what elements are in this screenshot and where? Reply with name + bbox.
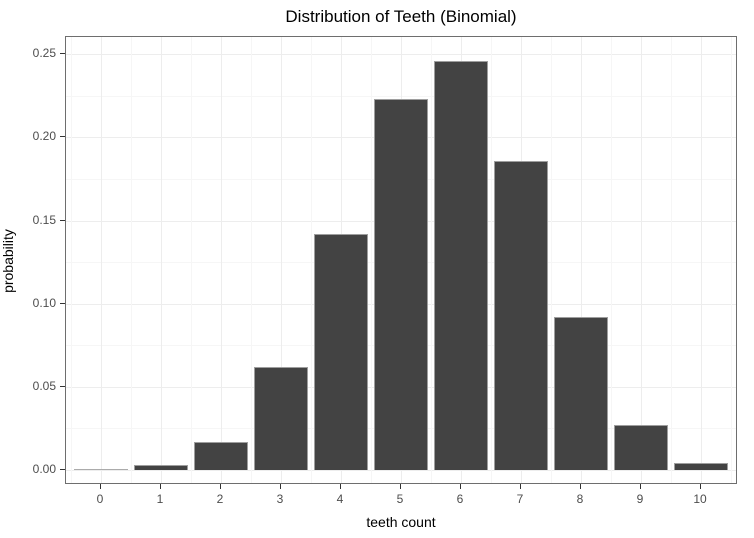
x-tick-label: 2 [216,492,224,506]
x-tick-mark [580,484,581,489]
gridline-minor-v [731,37,732,483]
bar [74,469,128,470]
bar [494,160,548,470]
y-tick-label: 0.25 [32,46,56,61]
bar [554,317,608,470]
y-tick-label: 0.15 [32,212,56,227]
bar [134,465,188,470]
gridline-minor-v [71,37,72,483]
gridline-minor-v [251,37,252,483]
gridline-major-v [641,37,642,483]
x-tick-mark [160,484,161,489]
y-tick-mark [60,53,65,55]
gridline-major-v [281,37,282,483]
gridline-minor-v [311,37,312,483]
x-tick-label: 0 [96,492,104,506]
gridline-minor-v [131,37,132,483]
x-tick-mark [280,484,281,489]
x-tick-label: 6 [456,492,464,506]
x-axis-title: teeth count [366,514,436,530]
x-tick-label: 1 [156,492,164,506]
x-tick-label: 7 [516,492,524,506]
x-tick-mark [400,484,401,489]
bar [674,463,728,470]
x-tick-label: 8 [576,492,584,506]
y-tick-mark [60,136,65,138]
bar [374,99,428,470]
gridline-minor-v [491,37,492,483]
gridline-minor-v [431,37,432,483]
y-tick-label: 0.05 [32,378,56,393]
y-axis-title: probability [0,229,16,293]
gridline-minor-v [611,37,612,483]
x-tick-label: 5 [396,492,404,506]
gridline-minor-v [671,37,672,483]
gridline-major-v [101,37,102,483]
gridline-major-v [161,37,162,483]
gridline-minor-v [191,37,192,483]
x-tick-label: 4 [336,492,344,506]
x-tick-mark [460,484,461,489]
y-tick-label: 0.10 [32,295,56,310]
y-tick-mark [60,469,65,470]
y-tick-label: 0.00 [32,462,56,476]
gridline-minor-v [371,37,372,483]
chart-title: Distribution of Teeth (Binomial) [285,7,517,26]
plot-panel [65,36,737,484]
x-tick-label: 10 [693,492,707,506]
x-tick-mark [220,484,221,489]
y-tick-mark [60,219,65,221]
x-tick-label: 9 [636,492,644,506]
gridline-major-v [221,37,222,483]
x-tick-mark [700,484,701,489]
x-tick-mark [520,484,521,489]
bar [194,441,248,470]
bar [434,60,488,470]
x-tick-mark [100,484,101,489]
x-tick-mark [640,484,641,489]
bar [254,366,308,470]
bar [314,233,368,470]
x-tick-label: 3 [276,492,284,506]
y-tick-mark [60,302,65,304]
y-tick-mark [60,385,65,387]
bar [614,425,668,470]
gridline-minor-v [551,37,552,483]
gridline-major-v [581,37,582,483]
y-tick-label: 0.20 [32,129,56,144]
x-tick-mark [340,484,341,489]
gridline-major-v [701,37,702,483]
